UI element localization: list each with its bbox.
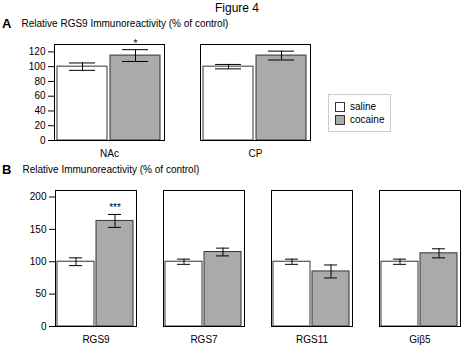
- svg-text:RGS9: RGS9: [82, 334, 110, 345]
- svg-text:***: ***: [109, 202, 121, 213]
- svg-text:60: 60: [34, 90, 46, 101]
- svg-text:CP: CP: [249, 148, 263, 159]
- html-text:saline: saline: [350, 101, 377, 112]
- html-text:Figure 4: Figure 4: [215, 1, 259, 15]
- html-text:A: A: [2, 16, 12, 31]
- svg-text:Relative RGS9 Immunoreactivity: Relative RGS9 Immunoreactivity (% of con…: [22, 18, 229, 29]
- svg-text:120: 120: [29, 46, 46, 57]
- svg-text:50: 50: [35, 288, 47, 299]
- svg-text:100: 100: [29, 61, 46, 72]
- svg-text:150: 150: [30, 224, 47, 235]
- svg-text:Giβ5: Giβ5: [409, 334, 431, 345]
- svg-text:RGS7: RGS7: [190, 334, 218, 345]
- svg-text:RGS11: RGS11: [296, 334, 328, 345]
- html-text:cocaine: cocaine: [350, 114, 385, 125]
- svg-text:200: 200: [30, 191, 47, 202]
- svg-text:80: 80: [34, 76, 46, 87]
- svg-text:*: *: [134, 38, 138, 49]
- svg-text:Relative Immunoreactivity (% o: Relative Immunoreactivity (% of control): [23, 164, 200, 175]
- svg-text:0: 0: [40, 135, 46, 146]
- svg-text:40: 40: [34, 105, 46, 116]
- svg-text:0: 0: [41, 321, 47, 332]
- svg-text:NAc: NAc: [100, 148, 119, 159]
- svg-text:20: 20: [34, 120, 46, 131]
- svg-text:100: 100: [30, 256, 47, 267]
- html-text:B: B: [2, 162, 12, 177]
